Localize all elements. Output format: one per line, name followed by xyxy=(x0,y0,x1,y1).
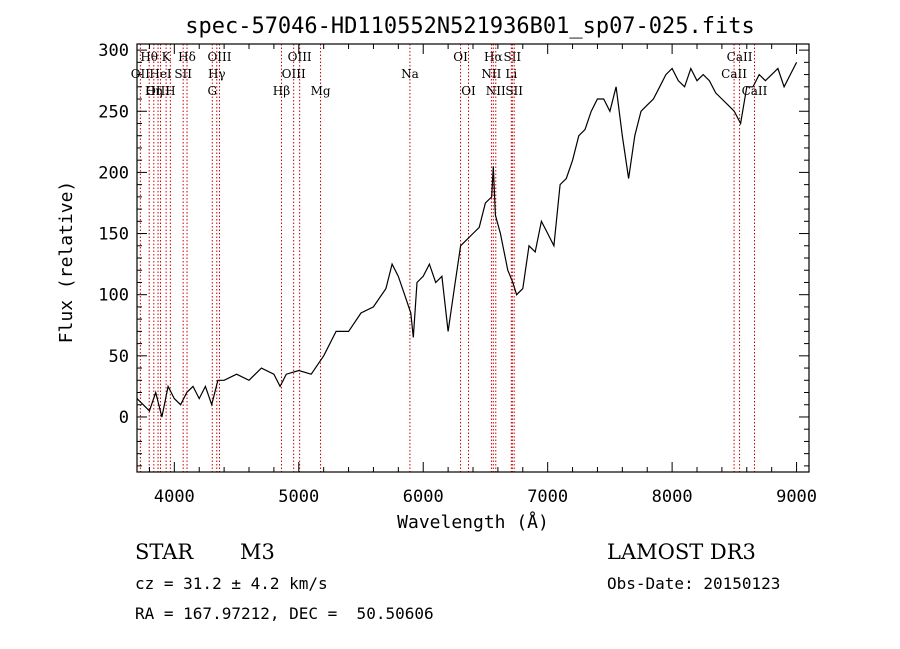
spectrum-line xyxy=(136,62,798,418)
line-label: SII xyxy=(174,67,192,81)
line-label: Hβ xyxy=(273,84,290,98)
x-tick-labels: 4000 5000 6000 7000 8000 9000 xyxy=(154,487,817,507)
line-label: OIII xyxy=(146,84,170,98)
y-tick-label: 150 xyxy=(98,225,129,245)
line-label: Li xyxy=(505,67,517,81)
x-tick-label: 5000 xyxy=(278,487,319,507)
line-label: Hδ xyxy=(178,50,196,64)
line-label: G xyxy=(207,84,217,98)
axis-ticks xyxy=(137,44,809,472)
y-tick-label: 0 xyxy=(119,408,129,428)
survey-name: LAMOST DR3 xyxy=(607,540,756,564)
line-label: OIII xyxy=(207,50,231,64)
line-label: CaII xyxy=(727,50,753,64)
x-tick-label: 4000 xyxy=(154,487,195,507)
line-label: OIII xyxy=(288,50,312,64)
line-label: Na xyxy=(401,67,419,81)
x-tick-label: 7000 xyxy=(527,487,568,507)
y-tick-label: 100 xyxy=(98,286,129,306)
y-tick-label: 250 xyxy=(98,102,129,122)
x-tick-label: 9000 xyxy=(776,487,817,507)
line-label: CaII xyxy=(721,67,747,81)
y-tick-label: 50 xyxy=(109,347,129,367)
object-class: STAR xyxy=(135,540,194,564)
x-tick-label: 6000 xyxy=(403,487,444,507)
line-label: SII xyxy=(503,50,521,64)
line-label: NII xyxy=(481,67,501,81)
chart-title: spec-57046-HD110552N521936B01_sp07-025.f… xyxy=(185,14,755,39)
line-label: HeI xyxy=(149,67,172,81)
redshift-cz: cz = 31.2 ± 4.2 km/s xyxy=(135,574,328,593)
line-label: Hθ xyxy=(140,50,158,64)
line-label: NII xyxy=(486,84,506,98)
line-label: K xyxy=(162,50,172,64)
x-tick-label: 8000 xyxy=(652,487,693,507)
line-label: SII xyxy=(505,84,523,98)
plot-frame xyxy=(136,43,810,473)
line-label: Hγ xyxy=(208,67,226,81)
object-subclass: M3 xyxy=(240,540,275,564)
line-label: Hη xyxy=(145,84,163,98)
line-label: CaII xyxy=(742,84,768,98)
line-label: Hα xyxy=(484,50,503,64)
line-label: OII xyxy=(131,67,151,81)
line-label: OIII xyxy=(282,67,306,81)
line-label: OI xyxy=(461,84,476,98)
x-axis-label: Wavelength (Å) xyxy=(397,511,549,533)
y-tick-label: 300 xyxy=(98,41,129,61)
line-label: Mg xyxy=(311,84,331,98)
observation-date: Obs-Date: 20150123 xyxy=(607,574,781,593)
line-label: OI xyxy=(453,50,468,64)
ra-dec-coordinates: RA = 167.97212, DEC = 50.50606 xyxy=(135,604,434,623)
y-axis-label: Flux (relative) xyxy=(56,181,77,344)
y-tick-labels: 0 50 100 150 200 250 300 xyxy=(98,41,129,428)
line-label: H xyxy=(165,84,175,98)
y-tick-label: 200 xyxy=(98,163,129,183)
